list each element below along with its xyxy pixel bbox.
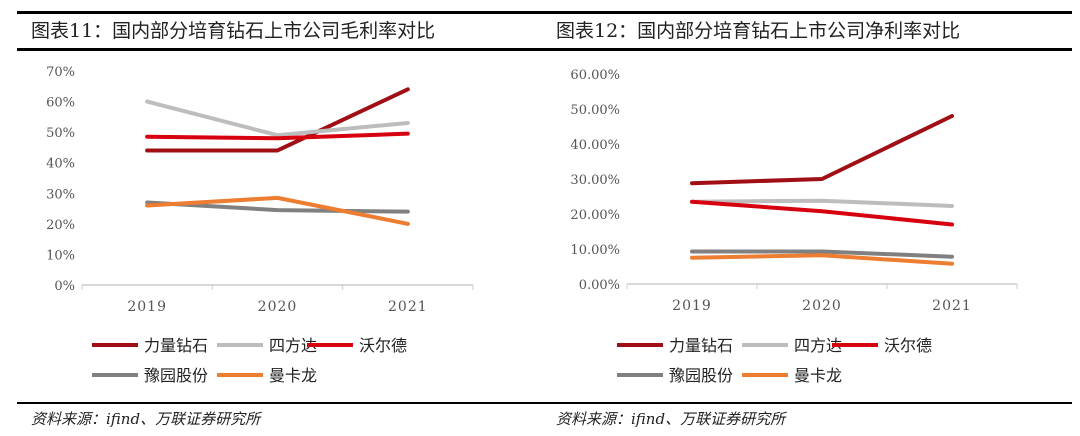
series-line xyxy=(690,253,954,266)
y-tick-label: 10.00% xyxy=(570,243,620,258)
series-line xyxy=(690,114,954,186)
y-tick-label: 0% xyxy=(54,279,75,294)
legend-label: 沃尔德 xyxy=(884,336,932,355)
x-tick-label: 2020 xyxy=(258,299,298,315)
y-tick-label: 0.00% xyxy=(579,278,620,293)
chart-panel-net-margin: 图表12：国内部分培育钻石上市公司净利率对比 0.00% 10.00% 20.00%… xyxy=(542,0,1072,436)
chart-title: 图表12：国内部分培育钻石上市公司净利率对比 xyxy=(542,11,1072,51)
series-line xyxy=(145,131,410,141)
series-line xyxy=(145,99,410,138)
y-tick-label: 30.00% xyxy=(570,173,620,188)
legend-label: 豫园股份 xyxy=(669,366,733,385)
y-tick-label: 10% xyxy=(46,248,75,263)
x-tick-label: 2021 xyxy=(932,298,972,314)
y-tick-label: 20% xyxy=(46,218,75,233)
legend-label: 豫园股份 xyxy=(144,366,208,385)
legend-label: 沃尔德 xyxy=(359,336,407,355)
x-tick-label: 2019 xyxy=(127,299,167,315)
series-line xyxy=(145,87,410,153)
y-tick-label: 40% xyxy=(46,157,75,172)
legend-label: 力量钻石 xyxy=(144,336,208,355)
y-tick-label: 50% xyxy=(46,126,75,141)
legend-label: 四方达 xyxy=(269,336,317,355)
legend-label: 曼卡龙 xyxy=(269,366,317,385)
net-margin-chart: 0.00% 10.00% 20.00% 30.00% 40.00% 50.00% 60.00… xyxy=(570,68,1018,385)
gross-margin-chart: 0% 10% 20% 30% 40% 50% 60% 70% 2019 2020 2021 力量钻石 四… xyxy=(46,65,474,385)
y-tick-label: 70% xyxy=(46,65,75,80)
series-line xyxy=(690,249,954,259)
legend-label: 力量钻石 xyxy=(669,336,733,355)
y-tick-label: 20.00% xyxy=(570,208,620,223)
x-tick-label: 2020 xyxy=(802,298,842,314)
series-line xyxy=(690,199,954,227)
legend-label: 曼卡龙 xyxy=(794,366,842,385)
source-note: 资料来源：ifind、万联证券研究所 xyxy=(542,402,1072,429)
source-note: 资料来源：ifind、万联证券研究所 xyxy=(17,402,547,429)
x-tick-label: 2021 xyxy=(388,299,428,315)
series-line xyxy=(690,198,954,208)
y-tick-label: 60.00% xyxy=(570,68,620,83)
y-tick-label: 50.00% xyxy=(570,103,620,118)
y-tick-label: 30% xyxy=(46,187,75,202)
chart-title: 图表11：国内部分培育钻石上市公司毛利率对比 xyxy=(17,11,547,51)
y-tick-label: 60% xyxy=(46,96,75,111)
y-tick-label: 40.00% xyxy=(570,138,620,153)
chart-panel-gross-margin: 图表11：国内部分培育钻石上市公司毛利率对比 0% 10% 20% 30% 40% 50%… xyxy=(17,0,547,436)
series-line xyxy=(145,200,410,214)
x-tick-label: 2019 xyxy=(672,298,712,314)
series-line xyxy=(145,195,410,226)
legend-label: 四方达 xyxy=(794,336,842,355)
